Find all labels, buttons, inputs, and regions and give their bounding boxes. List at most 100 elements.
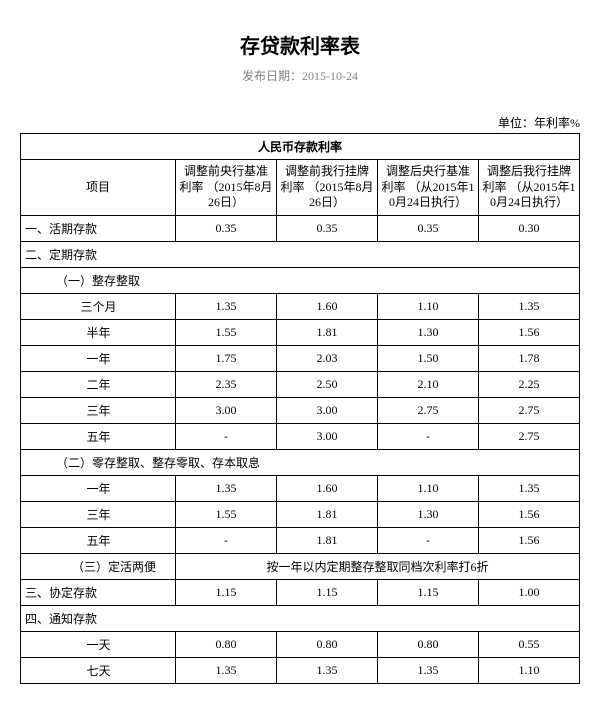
table-row: 五年-3.00-2.75 (21, 423, 580, 449)
row-label: 一年 (21, 345, 176, 371)
table-row: 一天0.800.800.800.55 (21, 631, 580, 657)
rate-cell: 1.81 (277, 501, 378, 527)
rate-cell: 1.15 (176, 579, 277, 605)
row-label: 二年 (21, 371, 176, 397)
rate-cell: 0.30 (479, 215, 580, 241)
rate-cell: - (176, 527, 277, 553)
rate-cell: 1.60 (277, 293, 378, 319)
deposit-rate-table: 人民币存款利率 项目 调整前央行基准利率 （2015年8月26日） 调整前我行挂… (20, 133, 580, 684)
rate-cell: 1.30 (378, 501, 479, 527)
table-row: 二、定期存款 (21, 241, 580, 267)
rate-cell: 0.80 (378, 631, 479, 657)
rate-cell: 1.10 (479, 657, 580, 683)
rate-cell: 0.35 (277, 215, 378, 241)
rate-cell: 1.30 (378, 319, 479, 345)
rate-cell: 1.81 (277, 319, 378, 345)
rate-cell: 1.60 (277, 475, 378, 501)
rate-cell: 1.55 (176, 319, 277, 345)
table-row: 一、活期存款0.350.350.350.30 (21, 215, 580, 241)
row-label: 四、通知存款 (21, 605, 580, 631)
rate-cell: 2.25 (479, 371, 580, 397)
rate-cell: 0.35 (378, 215, 479, 241)
rate-cell: 1.75 (176, 345, 277, 371)
col-after-central: 调整后央行基准利率 （从2015年10月24日执行） (378, 160, 479, 216)
row-note: 按一年以内定期整存整取同档次利率打6折 (176, 553, 580, 579)
rate-cell: 1.78 (479, 345, 580, 371)
row-label: 三年 (21, 501, 176, 527)
publish-date: 2015-10-24 (302, 69, 358, 83)
row-label: 五年 (21, 423, 176, 449)
table-row: 二年2.352.502.102.25 (21, 371, 580, 397)
col-before-central: 调整前央行基准利率 （2015年8月26日） (176, 160, 277, 216)
rate-cell: 1.35 (277, 657, 378, 683)
row-label: 三、协定存款 (21, 579, 176, 605)
rate-cell: 3.00 (277, 423, 378, 449)
rate-cell: 0.80 (176, 631, 277, 657)
table-row: （三）定活两便按一年以内定期整存整取同档次利率打6折 (21, 553, 580, 579)
table-row: 三年3.003.002.752.75 (21, 397, 580, 423)
col-before-bank: 调整前我行挂牌利率 （2015年8月26日） (277, 160, 378, 216)
row-label: 二、定期存款 (21, 241, 580, 267)
rate-cell: - (378, 527, 479, 553)
table-row: 半年1.551.811.301.56 (21, 319, 580, 345)
table-row: 三个月1.351.601.101.35 (21, 293, 580, 319)
rate-cell: 1.10 (378, 293, 479, 319)
rate-cell: 1.56 (479, 319, 580, 345)
rate-cell: 1.81 (277, 527, 378, 553)
row-label: 七天 (21, 657, 176, 683)
section-header: 人民币存款利率 (21, 134, 580, 160)
rate-cell: 1.35 (479, 475, 580, 501)
table-row: 一年1.752.031.501.78 (21, 345, 580, 371)
rate-cell: 1.00 (479, 579, 580, 605)
publish-date-line: 发布日期：2015-10-24 (20, 67, 580, 84)
rate-cell: 0.80 (277, 631, 378, 657)
unit-label: 单位：年利率% (20, 114, 580, 131)
table-row: （一）整存整取 (21, 267, 580, 293)
rate-cell: 2.75 (479, 397, 580, 423)
row-label: （二）零存整取、整存零取、存本取息 (21, 449, 580, 475)
rate-cell: 3.00 (277, 397, 378, 423)
rate-cell: 0.35 (176, 215, 277, 241)
rate-cell: 1.35 (479, 293, 580, 319)
rate-cell: 2.75 (378, 397, 479, 423)
row-label: 一、活期存款 (21, 215, 176, 241)
table-row: 一年1.351.601.101.35 (21, 475, 580, 501)
rate-cell: 1.15 (378, 579, 479, 605)
table-row: （二）零存整取、整存零取、存本取息 (21, 449, 580, 475)
row-label: （三）定活两便 (21, 553, 176, 579)
row-label: 半年 (21, 319, 176, 345)
table-row: 三年1.551.811.301.56 (21, 501, 580, 527)
rate-cell: 1.50 (378, 345, 479, 371)
rate-cell: 1.35 (378, 657, 479, 683)
rate-cell: 2.35 (176, 371, 277, 397)
rate-cell: 1.56 (479, 527, 580, 553)
rate-cell: 1.35 (176, 293, 277, 319)
rate-cell: 2.03 (277, 345, 378, 371)
rate-cell: 1.55 (176, 501, 277, 527)
col-item: 项目 (21, 160, 176, 216)
row-label: 一天 (21, 631, 176, 657)
row-label: 三个月 (21, 293, 176, 319)
table-row: 四、通知存款 (21, 605, 580, 631)
column-header-row: 项目 调整前央行基准利率 （2015年8月26日） 调整前我行挂牌利率 （201… (21, 160, 580, 216)
rate-cell: 1.56 (479, 501, 580, 527)
rate-cell: 1.35 (176, 657, 277, 683)
row-label: 三年 (21, 397, 176, 423)
rate-cell: 1.10 (378, 475, 479, 501)
rate-cell: 1.35 (176, 475, 277, 501)
rate-cell: 0.55 (479, 631, 580, 657)
table-row: 三、协定存款1.151.151.151.00 (21, 579, 580, 605)
rate-cell: - (378, 423, 479, 449)
row-label: （一）整存整取 (21, 267, 580, 293)
rate-cell: 2.75 (479, 423, 580, 449)
rate-cell: 2.10 (378, 371, 479, 397)
col-after-bank: 调整后我行挂牌利率 （从2015年10月24日执行） (479, 160, 580, 216)
rate-cell: 1.15 (277, 579, 378, 605)
section-header-row: 人民币存款利率 (21, 134, 580, 160)
rate-cell: - (176, 423, 277, 449)
page-title: 存贷款利率表 (20, 30, 580, 59)
table-row: 五年-1.81-1.56 (21, 527, 580, 553)
table-row: 七天1.351.351.351.10 (21, 657, 580, 683)
row-label: 五年 (21, 527, 176, 553)
rate-cell: 2.50 (277, 371, 378, 397)
